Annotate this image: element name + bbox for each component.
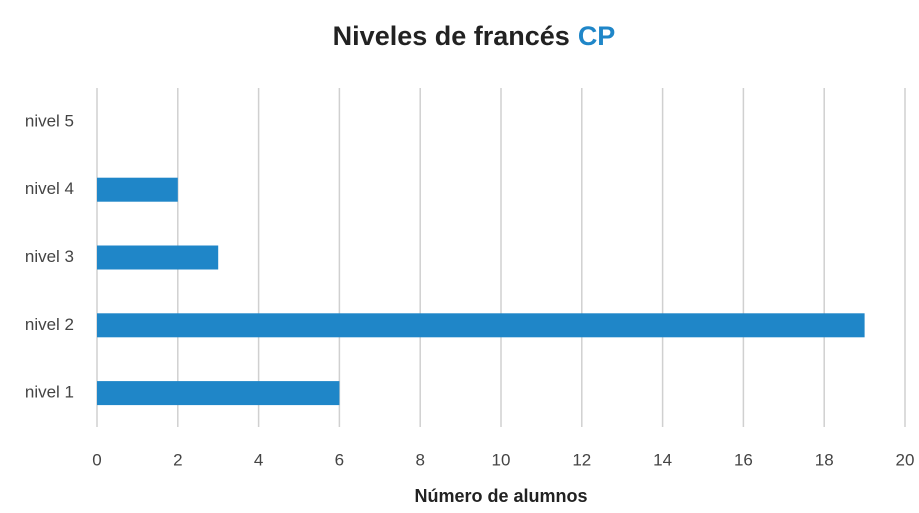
x-tick-label: 2	[173, 450, 182, 469]
bar	[97, 177, 178, 202]
x-tick-label: 18	[815, 450, 834, 469]
title-highlight: CP	[578, 21, 616, 51]
bar	[97, 381, 340, 406]
y-tick-label: nivel 3	[25, 247, 74, 266]
x-tick-label: 8	[415, 450, 424, 469]
x-tick-label: 10	[492, 450, 511, 469]
y-tick-label: nivel 4	[25, 179, 74, 198]
x-tick-label: 6	[335, 450, 344, 469]
x-tick-label: 14	[653, 450, 672, 469]
title-main: Niveles de francés	[333, 21, 570, 51]
bar	[97, 313, 865, 338]
x-tick-label: 4	[254, 450, 263, 469]
y-tick-label: nivel 1	[25, 383, 74, 402]
x-axis-label: Número de alumnos	[414, 486, 587, 506]
x-tick-label: 16	[734, 450, 753, 469]
x-tick-label: 20	[896, 450, 915, 469]
y-tick-label: nivel 5	[25, 111, 74, 130]
x-tick-label: 0	[92, 450, 101, 469]
x-tick-label: 12	[572, 450, 591, 469]
y-tick-label: nivel 2	[25, 315, 74, 334]
chart-title: Niveles de francés CP	[333, 21, 616, 51]
bar	[97, 245, 219, 270]
